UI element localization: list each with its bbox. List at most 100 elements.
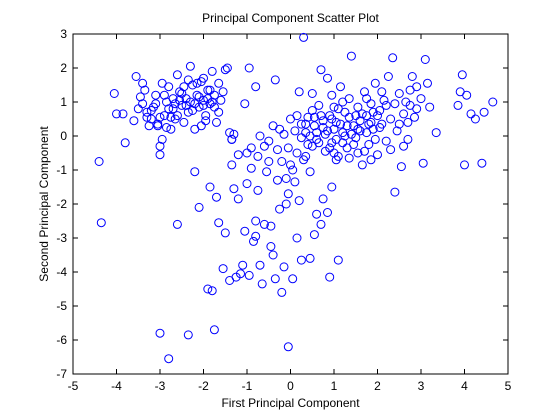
data-point bbox=[255, 131, 265, 141]
data-point bbox=[303, 140, 313, 149]
data-point bbox=[135, 92, 145, 102]
data-point bbox=[349, 140, 359, 149]
data-point bbox=[242, 148, 252, 158]
data-point bbox=[388, 53, 398, 63]
data-point bbox=[375, 106, 385, 115]
data-point bbox=[209, 325, 219, 335]
data-point bbox=[225, 128, 235, 138]
data-point bbox=[479, 107, 489, 117]
data-point bbox=[288, 165, 298, 175]
data-point bbox=[375, 123, 385, 132]
data-point bbox=[175, 95, 185, 105]
data-point bbox=[392, 126, 402, 136]
x-tick-label: 0 bbox=[287, 379, 294, 393]
data-point bbox=[303, 112, 313, 122]
data-point bbox=[151, 99, 161, 109]
data-point bbox=[166, 112, 176, 122]
y-tick-label: 3 bbox=[60, 27, 67, 41]
data-point bbox=[222, 63, 232, 73]
data-point bbox=[164, 104, 174, 114]
data-point bbox=[94, 157, 104, 166]
data-point bbox=[246, 163, 256, 173]
data-point bbox=[357, 160, 367, 170]
data-point bbox=[157, 78, 167, 88]
data-point bbox=[353, 102, 363, 112]
data-point bbox=[120, 138, 130, 148]
data-point bbox=[179, 117, 189, 127]
data-point bbox=[396, 162, 406, 172]
data-point bbox=[292, 111, 302, 121]
data-point bbox=[390, 99, 400, 109]
data-point bbox=[275, 204, 285, 214]
data-point bbox=[233, 150, 243, 160]
data-point bbox=[296, 119, 306, 129]
data-point bbox=[340, 131, 350, 141]
data-point bbox=[214, 218, 224, 228]
data-point bbox=[159, 111, 169, 121]
data-point bbox=[416, 94, 426, 104]
data-point bbox=[249, 236, 258, 246]
data-point bbox=[381, 100, 391, 110]
y-tick-label: 0 bbox=[60, 129, 67, 143]
data-point bbox=[179, 82, 189, 92]
data-point bbox=[192, 78, 202, 88]
data-point bbox=[190, 167, 200, 177]
data-point bbox=[418, 158, 428, 168]
data-point bbox=[386, 114, 396, 124]
data-point bbox=[307, 89, 317, 98]
data-point bbox=[333, 255, 343, 265]
data-point bbox=[188, 106, 198, 115]
data-point bbox=[366, 117, 376, 127]
y-axis: -7 -6 -5 -4 -3 -2 -1 0 1 2 3 bbox=[56, 27, 508, 381]
data-point bbox=[183, 330, 193, 340]
data-point bbox=[423, 78, 432, 88]
data-point bbox=[277, 287, 287, 297]
data-point bbox=[218, 264, 228, 274]
data-point bbox=[338, 138, 348, 148]
data-point bbox=[405, 100, 415, 110]
x-tick-label: -1 bbox=[242, 379, 253, 393]
data-point bbox=[373, 111, 382, 121]
data-point bbox=[118, 109, 128, 119]
data-point bbox=[294, 87, 304, 97]
data-point bbox=[410, 112, 419, 122]
data-point bbox=[240, 226, 250, 236]
data-point bbox=[316, 111, 326, 121]
data-point bbox=[220, 65, 230, 75]
data-point bbox=[190, 99, 200, 109]
data-point bbox=[273, 145, 282, 155]
data-point bbox=[292, 148, 302, 158]
data-point bbox=[381, 136, 391, 146]
data-point bbox=[457, 70, 467, 80]
x-tick-label: -3 bbox=[155, 379, 166, 393]
x-tick-label: -2 bbox=[198, 379, 209, 393]
data-point bbox=[185, 97, 195, 107]
x-tick-label: 1 bbox=[331, 379, 338, 393]
data-point bbox=[279, 129, 289, 139]
data-point bbox=[299, 155, 309, 165]
data-point bbox=[140, 85, 150, 95]
data-point bbox=[316, 65, 326, 75]
data-point bbox=[344, 112, 354, 122]
data-point bbox=[205, 182, 215, 192]
data-point bbox=[159, 90, 169, 100]
data-point bbox=[386, 145, 396, 155]
data-point bbox=[309, 121, 319, 131]
data-point bbox=[218, 87, 228, 97]
data-point bbox=[346, 129, 356, 139]
data-point bbox=[329, 102, 339, 112]
data-point bbox=[253, 151, 263, 161]
data-point bbox=[488, 97, 498, 107]
x-tick-label: -4 bbox=[111, 379, 122, 393]
data-point bbox=[240, 99, 250, 109]
y-tick-label: -6 bbox=[56, 333, 67, 347]
data-point bbox=[142, 112, 152, 122]
y-tick-label: -4 bbox=[56, 265, 67, 279]
data-point bbox=[283, 189, 293, 199]
data-point bbox=[357, 109, 367, 119]
data-point bbox=[412, 82, 422, 92]
x-tick-label: 3 bbox=[418, 379, 425, 393]
data-point bbox=[266, 221, 276, 231]
data-point bbox=[327, 114, 337, 124]
